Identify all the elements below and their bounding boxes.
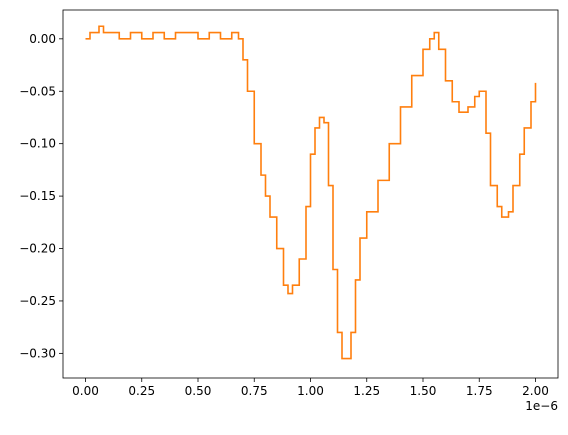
axes-frame — [62, 9, 559, 379]
y-tick-label: −0.20 — [19, 242, 56, 256]
x-tick-label: 1.50 — [410, 384, 437, 398]
x-tick-label: 0.00 — [72, 384, 99, 398]
x-offset-label: 1e−6 — [525, 399, 558, 413]
x-axis: 0.00 0.25 0.50 0.75 1.00 1.25 1.50 1.75 2.00 — [72, 378, 549, 398]
x-tick-label: 0.25 — [128, 384, 155, 398]
y-axis: 0.00 −0.05 −0.10 −0.15 −0.20 −0.25 −0.30 — [19, 32, 63, 360]
y-tick-label: −0.25 — [19, 294, 56, 308]
x-tick-label: 1.00 — [297, 384, 324, 398]
y-tick-label: −0.15 — [19, 189, 56, 203]
x-tick-label: 2.00 — [522, 384, 549, 398]
y-tick-label: −0.10 — [19, 137, 56, 151]
series-layer — [85, 25, 537, 360]
x-tick-label: 0.50 — [185, 384, 212, 398]
y-tick-label: −0.05 — [19, 84, 56, 98]
x-tick-label: 0.75 — [241, 384, 268, 398]
y-tick-label: 0.00 — [29, 32, 56, 46]
y-tick-label: −0.30 — [19, 346, 56, 360]
x-tick-label: 1.25 — [353, 384, 380, 398]
series-line — [85, 25, 537, 360]
x-tick-label: 1.75 — [466, 384, 493, 398]
